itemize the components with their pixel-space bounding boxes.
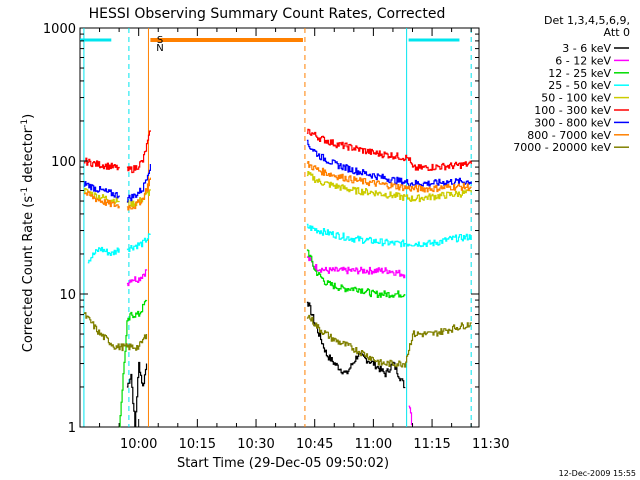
y-tick-label: 100 <box>51 155 76 170</box>
y-tick-label: 1 <box>68 421 76 436</box>
series-line-0-1 <box>306 301 406 389</box>
series-line-6-1 <box>126 164 151 203</box>
series-line-5-0 <box>83 157 120 171</box>
y-axis-label-main: Corrected Count Rate (s <box>21 196 36 353</box>
series-line-2-1 <box>306 249 406 299</box>
x-tick-label: 10:00 <box>120 437 157 452</box>
legend-entry-label: 100 - 300 keV <box>534 104 611 117</box>
series-line-6-0 <box>83 181 120 199</box>
axes: 10:00 10:15 10:30 10:45 11:00 11:15 11:30 1 10 10… <box>43 22 510 452</box>
legend-entry-label: 7000 - 20000 keV <box>513 141 611 154</box>
y-axis-label-end: ) <box>21 114 36 119</box>
x-tick-label: 10:30 <box>237 437 274 452</box>
series-line-6-2 <box>306 139 472 187</box>
x-tick-label: 11:15 <box>413 437 450 452</box>
legend-header-2: Att 0 <box>604 26 630 39</box>
x-tick-label: 10:45 <box>296 437 333 452</box>
timestamp: 12-Dec-2009 15:55 <box>559 469 636 478</box>
x-tick-label: 11:00 <box>355 437 392 452</box>
series-line-8-0 <box>83 312 148 352</box>
legend-entry-label: 6 - 12 keV <box>555 54 611 67</box>
marker-n: N <box>156 43 163 54</box>
series-line-5-1 <box>126 130 151 174</box>
series-line-1-1 <box>306 255 406 279</box>
series-line-4-2 <box>306 171 472 203</box>
series-line-3-2 <box>306 223 472 248</box>
y-axis-label-mid: detector <box>21 127 36 187</box>
legend-entry-label: 12 - 25 keV <box>548 67 611 80</box>
series-line-5-2 <box>306 128 472 171</box>
x-tick-label: 10:15 <box>179 437 216 452</box>
series-line-1-2 <box>408 405 414 427</box>
x-axis-label: Start Time (29-Dec-05 09:50:02) <box>177 456 389 471</box>
legend-entry-label: 50 - 100 keV <box>541 92 611 105</box>
y-tick-label: 1000 <box>43 22 76 37</box>
series-line-1-0 <box>126 269 148 287</box>
legend-entry-label: 25 - 50 keV <box>548 79 611 92</box>
legend-entry-label: 800 - 7000 keV <box>527 129 611 142</box>
legend-entry-label: 300 - 800 keV <box>534 116 611 129</box>
legend-entry-label: 3 - 6 keV <box>562 42 611 55</box>
series-line-7-0 <box>83 190 120 209</box>
series-line-0-0 <box>126 361 148 427</box>
vertical-event-lines <box>83 28 472 427</box>
series-line-8-1 <box>306 314 472 368</box>
y-axis-label-sup1: -1 <box>20 187 30 196</box>
series-line-2-0 <box>119 299 148 428</box>
chart-title: HESSI Observing Summary Count Rates, Cor… <box>89 6 446 22</box>
series-line-7-1 <box>126 177 151 211</box>
plot-frame <box>79 27 480 428</box>
series-line-4-0 <box>83 188 120 205</box>
x-tick-label: 11:30 <box>472 437 509 452</box>
marker-s: S <box>157 35 163 46</box>
series-line-3-0 <box>87 246 120 264</box>
y-axis-label-sup2: -1 <box>20 119 30 128</box>
y-axis-label: Corrected Count Rate (s-1 detector-1) <box>20 114 36 352</box>
y-tick-label: 10 <box>59 288 76 303</box>
series-line-3-1 <box>126 233 151 252</box>
series-line-7-2 <box>306 161 472 193</box>
legend-header-1: Det 1,3,4,5,6,9, <box>544 14 630 27</box>
series-lines <box>83 128 472 428</box>
